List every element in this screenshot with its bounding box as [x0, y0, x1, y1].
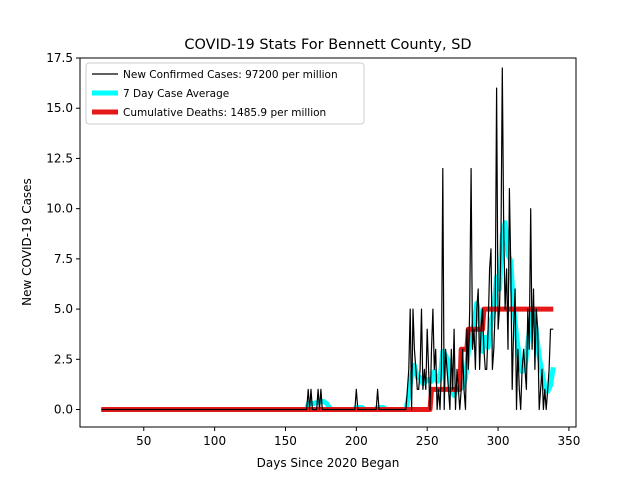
y-tick-label: 2.5	[54, 352, 73, 366]
legend-label-3: Cumulative Deaths: 1485.9 per million	[123, 107, 326, 119]
series-line-1	[101, 67, 554, 411]
legend-label-2: 7 Day Case Average	[123, 88, 229, 100]
y-tick-label: 7.5	[54, 252, 73, 266]
plot-area	[79, 57, 577, 428]
y-axis: 0.0 2.5 5.0 7.5 10.0 12.5 15.0 17.5	[46, 51, 80, 417]
x-tick-label: 50	[136, 434, 151, 448]
legend: New Confirmed Cases: 97200 per million 7 …	[85, 62, 365, 125]
chart-title: COVID-19 Stats For Bennett County, SD	[184, 37, 471, 53]
y-tick-label: 5.0	[54, 302, 73, 316]
x-tick-label: 100	[203, 434, 226, 448]
y-tick-label: 0.0	[54, 403, 73, 417]
series-layer	[101, 67, 556, 412]
x-tick-label: 200	[345, 434, 368, 448]
y-tick-label: 17.5	[46, 51, 73, 65]
x-tick-label: 350	[557, 434, 580, 448]
y-tick-label: 12.5	[46, 151, 73, 165]
axes-frame	[79, 57, 577, 428]
x-axis: 50 100 150 200 250 300 350	[136, 427, 580, 448]
y-tick-label: 10.0	[46, 202, 73, 216]
x-axis-label: Days Since 2020 Began	[257, 456, 400, 470]
y-axis-label: New COVID-19 Cases	[20, 178, 34, 306]
y-tick-label: 15.0	[46, 101, 73, 115]
x-tick-label: 150	[274, 434, 297, 448]
legend-items: New Confirmed Cases: 97200 per million 7 …	[92, 69, 338, 119]
x-tick-label: 300	[487, 434, 510, 448]
legend-label-1: New Confirmed Cases: 97200 per million	[123, 69, 338, 81]
x-tick-label: 250	[416, 434, 439, 448]
legend-box	[85, 62, 365, 125]
